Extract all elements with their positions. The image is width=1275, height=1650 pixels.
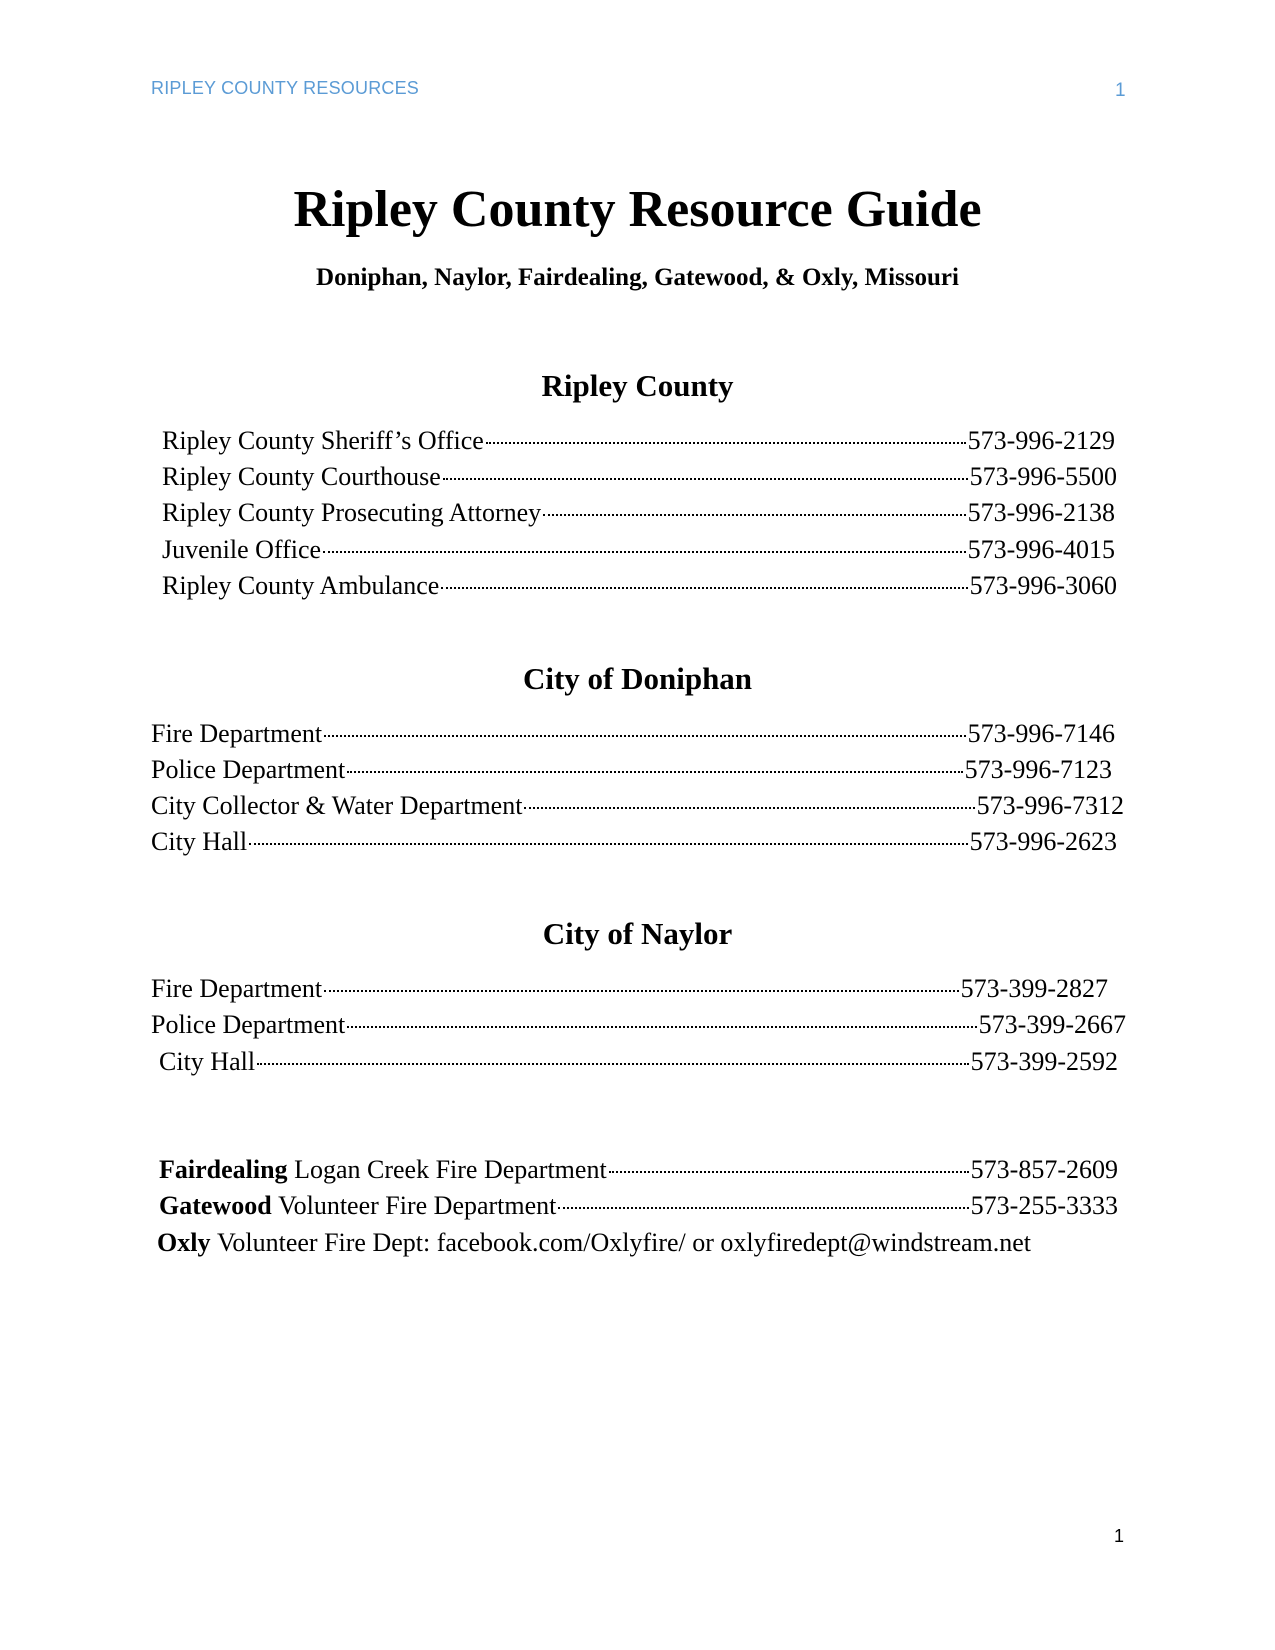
list-item: Ripley County Ambulance 573-996-3060 [162,571,1117,603]
entry-phone: 573-996-4015 [967,535,1115,564]
town-name: Fairdealing [159,1155,288,1184]
entry-name: Fire Department [151,719,323,748]
page-title: Ripley County Resource Guide [293,181,982,238]
entry-name: Police Department [151,755,346,784]
dot-leader [485,441,966,444]
entry-phone: 573-996-2138 [967,498,1115,527]
dot-leader [558,1206,969,1209]
entry-name: City Hall [159,1047,256,1076]
dot-leader [324,989,959,992]
entry-phone: 573-857-2609 [970,1155,1118,1184]
entry-phone: 573-399-2667 [978,1010,1126,1039]
entry-name: Police Department [151,1010,346,1039]
entry-phone: 573-996-2129 [967,426,1115,455]
town-name: Gatewood [159,1191,272,1220]
list-item: Fairdealing Logan Creek Fire Department 5… [159,1155,1118,1187]
entry-phone: 573-996-7123 [964,755,1112,784]
list-item: Gatewood Volunteer Fire Department 573-25… [159,1191,1118,1223]
entry-phone: 573-996-7312 [976,791,1124,820]
list-item: City Hall 573-399-2592 [159,1047,1118,1079]
list-item: Fire Department 573-399-2827 [151,974,1108,1006]
entry-name: City Hall [151,827,248,856]
dot-leader [324,734,966,737]
dot-leader [608,1170,969,1173]
list-item: Police Department 573-399-2667 [151,1010,1126,1042]
page-subtitle: Doniphan, Naylor, Fairdealing, Gatewood,… [316,264,959,291]
list-item: Ripley County Courthouse 573-996-5500 [162,462,1117,494]
dot-leader [543,513,966,516]
entry-name: Ripley County Courthouse [162,462,441,491]
entry-phone: 573-996-3060 [969,571,1117,600]
dot-leader [441,586,968,589]
list-item: Police Department 573-996-7123 [151,755,1112,787]
running-header: RIPLEY COUNTY RESOURCES [151,78,419,98]
section-heading: City of Naylor [542,916,733,951]
entry-name: Logan Creek Fire Department [294,1155,607,1184]
list-item: Oxly Volunteer Fire Dept: facebook.com/O… [157,1228,1031,1260]
list-item: City Collector & Water Department 573-996… [151,791,1124,823]
entry-name: Volunteer Fire Dept: facebook.com/Oxlyfi… [216,1228,1032,1257]
dot-leader [442,477,968,480]
list-item: Ripley County Sheriff’s Office 573-996-21… [162,426,1115,458]
footer-page-number: 1 [1114,1526,1125,1546]
section-heading: City of Doniphan [522,661,753,696]
dot-leader [347,770,963,773]
entry-name: Fire Department [151,974,323,1003]
entry-name: Ripley County Sheriff’s Office [162,426,484,455]
list-item: Ripley County Prosecuting Attorney 573-99… [162,498,1115,530]
entry-phone: 573-399-2592 [970,1047,1118,1076]
entry-name: Ripley County Prosecuting Attorney [162,498,542,527]
entry-name: Ripley County Ambulance [162,571,440,600]
entry-phone: 573-996-5500 [969,462,1117,491]
entry-name: Juvenile Office [162,535,322,564]
list-item: City Hall 573-996-2623 [151,827,1117,859]
town-name: Oxly [157,1228,211,1257]
section-heading: Ripley County [541,368,734,403]
dot-leader [257,1062,969,1065]
dot-leader [323,550,966,553]
entry-phone: 573-996-7146 [967,719,1115,748]
list-item: Juvenile Office 573-996-4015 [162,535,1115,567]
dot-leader [249,842,968,845]
dot-leader [347,1025,977,1028]
list-item: Fire Department 573-996-7146 [151,719,1115,751]
header-page-number: 1 [1115,80,1126,101]
entry-phone: 573-399-2827 [960,974,1108,1003]
dot-leader [524,806,975,809]
entry-name: Volunteer Fire Department [278,1191,557,1220]
entry-name: City Collector & Water Department [151,791,523,820]
entry-phone: 573-255-3333 [970,1191,1118,1220]
entry-phone: 573-996-2623 [969,827,1117,856]
